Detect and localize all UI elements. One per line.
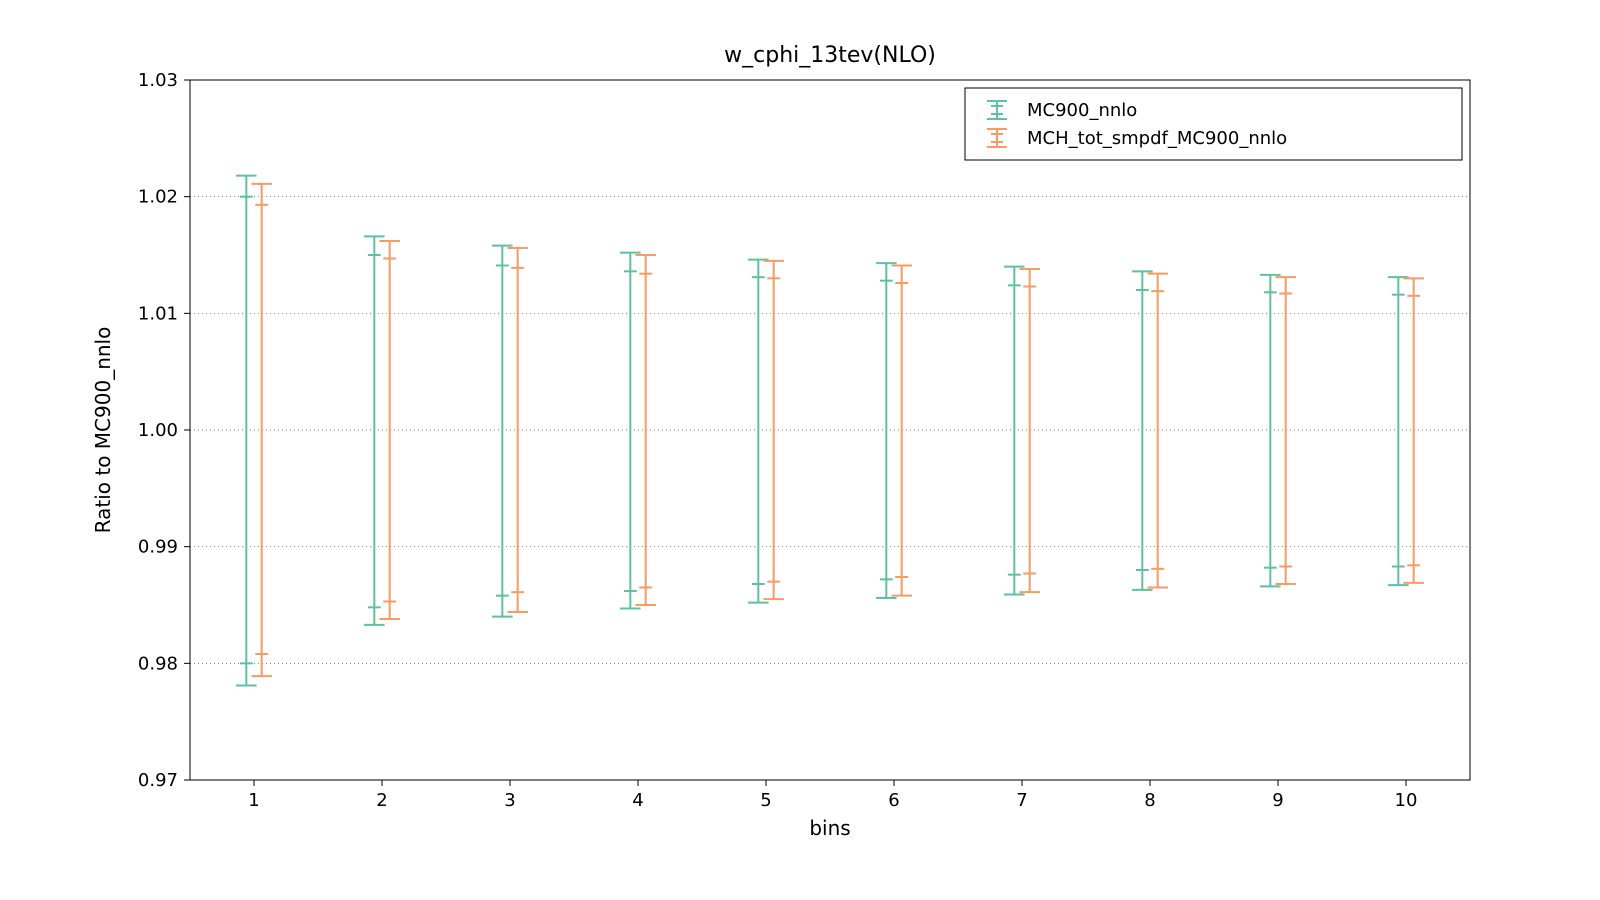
- x-tick-label: 2: [376, 790, 387, 811]
- legend-label: MC900_nnlo: [1027, 100, 1137, 121]
- x-tick-label: 3: [504, 790, 515, 811]
- errorbar-chart: 1 2 3 4 5 6 7 8 9 10 0.97 0.98 0.99 1.00 1.01 1.02 1.03 b…: [0, 0, 1600, 900]
- legend-label: MCH_tot_smpdf_MC900_nnlo: [1027, 128, 1287, 149]
- x-tick-label: 10: [1395, 790, 1418, 811]
- x-tick-label: 5: [760, 790, 771, 811]
- y-tick-label: 0.97: [138, 770, 178, 791]
- y-tick-label: 0.98: [138, 653, 178, 674]
- x-tick-label: 9: [1272, 790, 1283, 811]
- y-tick-label: 1.03: [138, 70, 178, 91]
- x-tick-label: 8: [1144, 790, 1155, 811]
- chart-title: w_cphi_13tev(NLO): [724, 43, 936, 68]
- x-axis-label: bins: [809, 816, 850, 840]
- y-axis-label: Ratio to MC900_nnlo: [91, 327, 115, 534]
- chart-container: 1 2 3 4 5 6 7 8 9 10 0.97 0.98 0.99 1.00 1.01 1.02 1.03 b…: [0, 0, 1600, 900]
- x-tick-label: 4: [632, 790, 643, 811]
- x-tick-label: 6: [888, 790, 899, 811]
- y-tick-label: 1.01: [138, 303, 178, 324]
- legend: [965, 88, 1462, 160]
- y-tick-label: 1.02: [138, 187, 178, 208]
- y-tick-label: 0.99: [138, 537, 178, 558]
- y-tick-label: 1.00: [138, 420, 178, 441]
- x-tick-label: 7: [1016, 790, 1027, 811]
- x-tick-label: 1: [248, 790, 259, 811]
